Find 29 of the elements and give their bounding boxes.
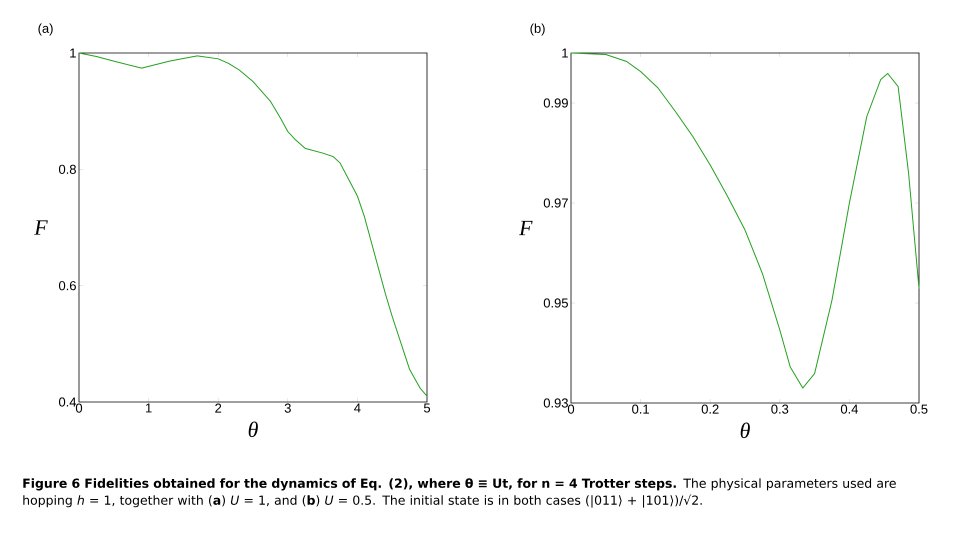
x-tick-label: 2	[215, 404, 222, 413]
x-tick-label: 0.2	[702, 404, 719, 414]
y-tick-label: 0.95	[544, 298, 568, 308]
y-axis-title: F	[34, 220, 48, 235]
x-tick-label: 0	[568, 404, 574, 414]
y-tick-label: 0.99	[544, 98, 568, 108]
chart-title: (a)	[38, 23, 53, 36]
y-tick-label: 0.97	[544, 198, 568, 208]
text: Figure 6 Fidelities obtained for the dynamics of Eq. (2), where θ ≡ Ut, for n = 4 Trotter steps. The physical parameters used are hopping h = 1, together with (a) U = 1, and (b) U = 0.5. The initial state is in both cases (|011⟩ + |101⟩)/√2.	[23, 478, 896, 508]
line-series	[78, 52, 428, 397]
x-tick-label: 1	[146, 404, 152, 412]
x-tick-label: 0.5	[910, 404, 928, 414]
x-axis-title: θ	[248, 422, 258, 438]
y-tick-label: 0.8	[58, 164, 76, 174]
x-tick-label: 0.3	[771, 404, 788, 414]
line-series	[570, 52, 920, 389]
y-tick-label: 0.93	[544, 398, 568, 408]
y-tick-label: 0.6	[58, 281, 76, 290]
y-axis-title: F	[518, 220, 533, 236]
chart-title: (b)	[530, 23, 545, 36]
x-tick-label: 5	[424, 404, 430, 413]
x-tick-label: 3	[284, 404, 291, 413]
x-tick-label: 0.4	[840, 404, 858, 414]
y-tick-label: 1	[70, 48, 76, 58]
x-tick-label: 0.1	[632, 404, 649, 414]
x-tick-label: 0	[76, 404, 82, 413]
x-axis-title: θ	[740, 422, 750, 438]
x-tick-label: 4	[354, 404, 361, 412]
y-tick-label: 1	[562, 48, 568, 58]
